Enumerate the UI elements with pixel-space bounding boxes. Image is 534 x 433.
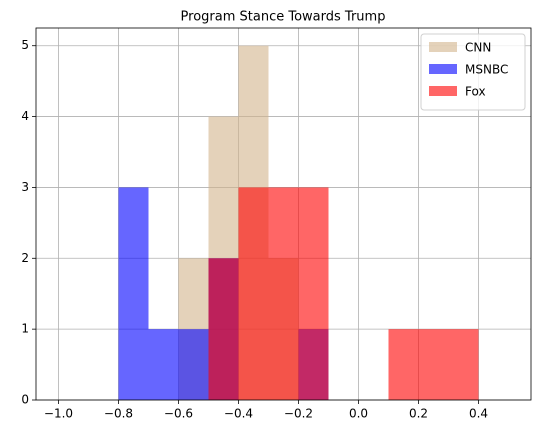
y-tick-label: 5 [21, 38, 29, 52]
x-tick-label: −0.6 [164, 407, 193, 421]
histogram-bar [448, 329, 479, 400]
x-tick-label: 0.0 [349, 407, 368, 421]
y-tick-label: 2 [21, 251, 29, 265]
histogram-bar [208, 258, 239, 400]
x-tick-label: 0.2 [409, 407, 428, 421]
x-tick-label: −1.0 [44, 407, 73, 421]
x-tick-label: 0.4 [469, 407, 488, 421]
y-tick-label: 1 [21, 322, 29, 336]
histogram-bar [178, 329, 209, 400]
histogram-bar [418, 329, 449, 400]
histogram-bar [268, 187, 299, 400]
legend-swatch [429, 42, 457, 52]
histogram-bar [298, 187, 329, 400]
y-tick-label: 0 [21, 393, 29, 407]
histogram-bar [148, 329, 179, 400]
histogram-bar [238, 187, 269, 400]
axes-frame [35, 27, 532, 401]
y-tick-label: 3 [21, 180, 29, 194]
x-tick-label: −0.8 [104, 407, 133, 421]
chart-title: Program Stance Towards Trump [181, 10, 386, 25]
histogram-bar [388, 329, 419, 400]
legend-label: MSNBC [465, 63, 508, 77]
legend-label: CNN [465, 41, 491, 55]
y-tick-label: 4 [21, 109, 29, 123]
histogram-bar [118, 187, 149, 400]
legend-swatch [429, 86, 457, 96]
x-tick-label: −0.2 [284, 407, 313, 421]
x-tick-label: −0.4 [224, 407, 253, 421]
legend-label: Fox [465, 85, 486, 99]
legend-swatch [429, 64, 457, 74]
